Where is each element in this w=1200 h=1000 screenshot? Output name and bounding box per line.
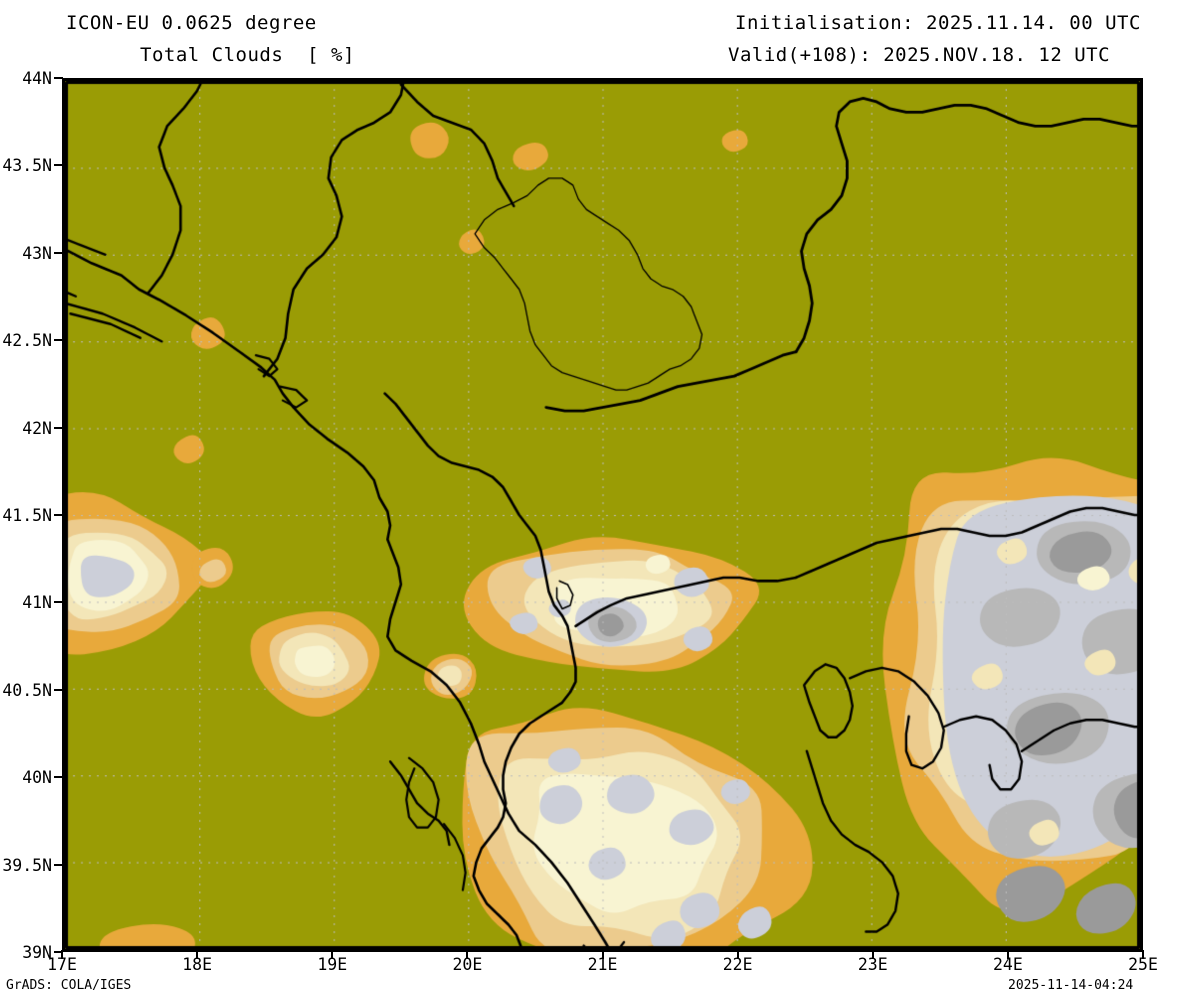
valid-time: Valid(+108): 2025.NOV.18. 12 UTC [728,44,1111,66]
y-tick-label: 39.5N [2,855,52,875]
x-tick-mark [871,950,874,959]
model-title: ICON-EU 0.0625 degree [66,12,317,34]
grads-credit: GrADS: COLA/IGES [6,978,132,993]
y-tick-mark [54,426,63,429]
x-tick-label: 20E [452,955,483,974]
y-tick-mark [54,601,63,604]
y-tick-mark [54,776,63,779]
x-tick-label: 18E [182,955,213,974]
y-tick-label: 42.5N [2,331,52,351]
run-timestamp: 2025-11-14-04:24 [1008,978,1134,993]
x-tick-label: 25E [1128,955,1158,974]
y-tick-mark [54,514,63,516]
y-tick-mark [54,688,63,691]
y-tick-label: 41.5N [2,506,52,525]
y-tick-label: 44N [22,69,52,88]
x-tick-mark [1142,950,1144,959]
y-tick-label: 43N [22,243,52,263]
x-tick-label: 22E [722,955,753,974]
total-clouds-heatmap [65,81,1140,949]
y-tick-label: 40N [22,768,52,788]
x-tick-label: 19E [317,955,348,974]
y-tick-mark [54,77,63,79]
x-tick-mark [466,950,469,959]
map-plot-area [62,78,1143,952]
y-tick-mark [54,251,63,254]
y-tick-label: 42N [22,418,52,438]
x-tick-label: 23E [857,955,888,974]
x-tick-mark [601,950,604,959]
x-tick-mark [736,950,739,959]
y-tick-label: 40.5N [2,680,52,700]
x-tick-label: 24E [992,955,1023,974]
field-title: Total Clouds [ %] [140,44,355,66]
chart-header: ICON-EU 0.0625 degree Total Clouds [ %] … [0,0,1200,72]
x-tick-mark [1006,950,1009,959]
x-tick-mark [196,950,199,959]
x-tick-mark [331,950,334,959]
y-tick-label: 41N [22,593,52,613]
x-tick-mark [61,950,63,959]
x-tick-label: 21E [587,955,618,974]
y-tick-mark [54,164,63,167]
y-tick-mark [54,951,63,953]
initialisation-time: Initialisation: 2025.11.14. 00 UTC [735,12,1141,34]
y-tick-label: 43.5N [2,156,52,176]
x-tick-label: 17E [47,955,77,974]
y-tick-mark [54,863,63,866]
y-tick-mark [54,339,63,342]
y-tick-label: 39N [22,943,52,962]
